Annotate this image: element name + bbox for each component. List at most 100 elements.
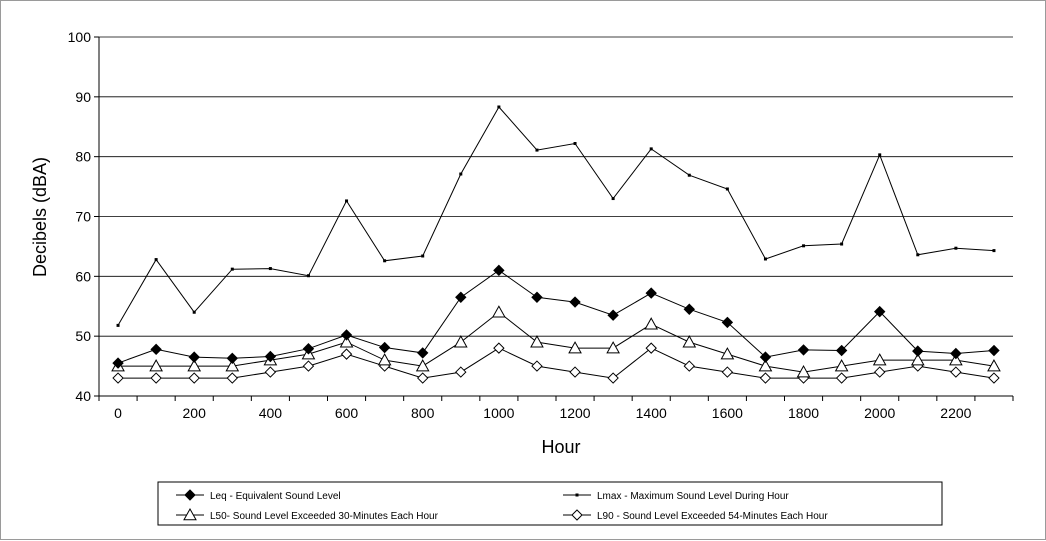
legend-label: Leq - Equivalent Sound Level — [210, 491, 341, 502]
data-point — [725, 187, 729, 191]
y-tick-label: 60 — [75, 268, 91, 284]
data-point — [912, 345, 924, 357]
data-point — [417, 347, 429, 359]
legend-marker — [184, 489, 196, 501]
data-point — [721, 316, 734, 329]
data-point — [530, 335, 544, 348]
data-point — [493, 264, 505, 277]
data-point — [802, 244, 806, 248]
axes — [94, 36, 1014, 401]
data-point — [230, 267, 234, 271]
data-point — [916, 253, 920, 257]
data-point — [188, 372, 200, 384]
data-point — [796, 365, 811, 378]
data-point — [763, 257, 767, 261]
legend-marker — [571, 509, 583, 521]
data-point — [268, 267, 272, 271]
series-0 — [112, 264, 1000, 369]
series-1 — [116, 105, 996, 327]
grid-lines — [99, 36, 1013, 337]
data-point — [421, 254, 425, 258]
series-3 — [112, 342, 1000, 384]
data-point — [531, 291, 543, 303]
data-point — [112, 372, 124, 384]
data-point — [687, 173, 691, 177]
data-point — [758, 359, 773, 372]
data-point — [302, 360, 315, 372]
x-tick-label: 1600 — [712, 405, 743, 421]
data-point — [835, 372, 848, 384]
data-point — [455, 366, 467, 378]
y-tick-label: 80 — [75, 149, 91, 165]
data-point — [682, 335, 697, 348]
data-series — [111, 105, 1001, 384]
data-point — [910, 353, 925, 366]
data-point — [835, 344, 848, 357]
data-point — [154, 258, 158, 262]
data-point — [377, 353, 392, 366]
data-point — [987, 359, 1001, 372]
data-point — [264, 350, 277, 363]
data-point — [150, 343, 162, 356]
legend-entry: L90 - Sound Level Exceeded 54-Minutes Ea… — [563, 509, 828, 522]
data-point — [950, 366, 962, 378]
legend-entry: Leq - Equivalent Sound Level — [176, 489, 341, 502]
x-tick-label: 1800 — [788, 405, 819, 421]
data-point — [187, 359, 202, 372]
data-point — [302, 343, 315, 355]
data-point — [611, 197, 615, 201]
data-point — [834, 359, 849, 372]
data-point — [645, 287, 657, 299]
x-tick-label: 600 — [335, 405, 359, 421]
legend-label: L50- Sound Level Exceeded 30-Minutes Eac… — [210, 511, 439, 522]
data-point — [721, 366, 734, 378]
data-point — [149, 359, 163, 372]
x-tick-label: 1400 — [636, 405, 667, 421]
data-point — [988, 344, 1000, 357]
data-point — [759, 351, 772, 363]
data-point — [378, 341, 391, 354]
data-point — [383, 259, 387, 263]
data-point — [459, 172, 463, 176]
data-point — [226, 352, 238, 365]
data-point — [116, 323, 120, 327]
data-point — [874, 366, 886, 378]
legend-marker — [183, 507, 197, 521]
data-point — [988, 372, 1000, 384]
y-tick-label: 40 — [75, 388, 91, 404]
data-point — [535, 148, 539, 152]
data-point — [306, 274, 310, 278]
series-line — [118, 311, 995, 373]
data-point — [840, 242, 844, 246]
data-point — [649, 147, 653, 151]
data-point — [415, 359, 430, 372]
data-point — [455, 291, 467, 303]
series-line — [118, 347, 995, 379]
y-tick-label: 100 — [68, 29, 92, 45]
data-point — [453, 335, 468, 348]
data-point — [188, 351, 200, 363]
x-axis-title: Hour — [541, 437, 580, 457]
data-point — [645, 342, 657, 354]
x-tick-label: 1000 — [483, 405, 514, 421]
data-point — [112, 357, 124, 369]
data-point — [949, 353, 963, 366]
y-tick-label: 50 — [75, 328, 91, 344]
y-tick-labels: 40 50 60 70 80 90 100 — [68, 29, 92, 404]
y-tick-label: 90 — [75, 89, 91, 105]
x-tick-label: 800 — [411, 405, 435, 421]
data-point — [225, 359, 240, 372]
series-line — [117, 106, 995, 326]
x-tick-labels: 0 200 400 600 800 1000 1200 1400 1600 1800 2000 220… — [114, 405, 972, 421]
x-tick-label: 2200 — [940, 405, 971, 421]
legend-marker — [575, 493, 579, 497]
data-point — [683, 303, 695, 315]
data-point — [607, 372, 619, 384]
data-point — [950, 347, 962, 360]
data-point — [644, 317, 659, 330]
data-point — [150, 372, 162, 384]
x-tick-label: 2000 — [864, 405, 895, 421]
data-point — [607, 309, 619, 321]
x-tick-label: 0 — [114, 405, 122, 421]
